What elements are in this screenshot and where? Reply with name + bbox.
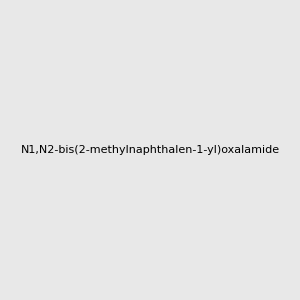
Text: N1,N2-bis(2-methylnaphthalen-1-yl)oxalamide: N1,N2-bis(2-methylnaphthalen-1-yl)oxalam… <box>20 145 280 155</box>
